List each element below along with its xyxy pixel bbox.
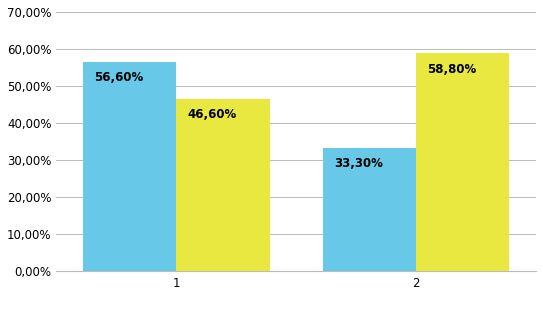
Legend: Test, Control: Test, Control — [239, 326, 353, 331]
Bar — [83, 62, 176, 271]
Text: 56,60%: 56,60% — [94, 71, 143, 84]
Bar — [416, 54, 509, 271]
Text: 58,80%: 58,80% — [427, 63, 477, 76]
Bar — [176, 99, 269, 271]
Text: 46,60%: 46,60% — [187, 108, 237, 121]
Text: 33,30%: 33,30% — [334, 157, 383, 170]
Bar — [323, 148, 416, 271]
